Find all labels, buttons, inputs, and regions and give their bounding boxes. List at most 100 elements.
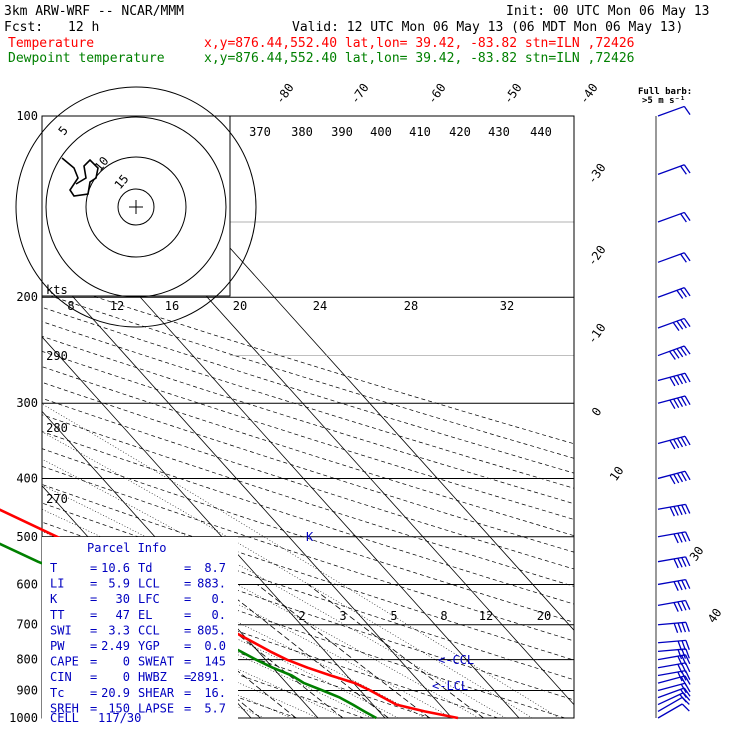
wind-barb-flag <box>681 532 687 542</box>
parcel-equals: = <box>90 655 97 669</box>
mixing-ratio-line <box>307 584 484 719</box>
wind-barb-flag <box>673 623 679 633</box>
hodograph-scale-label: 12 <box>110 299 124 313</box>
wind-barb-flag <box>677 640 683 651</box>
dry-adiabat <box>42 582 432 719</box>
wind-barb-flag <box>684 470 691 481</box>
wind-barb-flag <box>683 318 691 328</box>
wind-barb-flag <box>673 602 679 612</box>
parcel-equals: = <box>184 639 191 653</box>
pressure-tick-label: 800 <box>16 653 38 667</box>
isotherm-tick-label: 10 <box>607 464 627 484</box>
parcel-param-label: LAPSE <box>138 701 174 715</box>
wind-barb <box>657 578 691 591</box>
parcel-param-value: 0. <box>212 592 226 606</box>
wind-barb-flag <box>669 506 675 517</box>
theta-e-label: 380 <box>291 125 313 139</box>
wind-barb-staff <box>657 654 686 661</box>
wind-barb-flag <box>680 253 687 263</box>
parcel-equals: = <box>90 639 97 653</box>
wind-barb-staff <box>657 345 685 357</box>
wind-barb <box>657 252 691 263</box>
hodograph-scale-label: 32 <box>500 299 514 313</box>
wind-barb <box>657 395 691 410</box>
init-time: Init: 00 UTC Mon 06 May 13 <box>506 4 710 19</box>
theta-e-label: 440 <box>530 125 552 139</box>
wind-barb-flag <box>669 350 676 360</box>
isotherm-tick-label: -80 <box>273 81 297 107</box>
wind-barb <box>657 599 691 612</box>
wind-barb-flag <box>683 252 691 262</box>
wind-barb-flag <box>684 531 691 542</box>
lcl-marker: <-LCL <box>432 679 468 693</box>
wind-barb-staff <box>657 599 686 607</box>
dry-adiabat <box>42 448 574 623</box>
wind-barb-flag <box>683 164 691 174</box>
wind-barb-flag <box>681 649 687 659</box>
theta-label: 280 <box>46 421 68 435</box>
wind-barb-flag <box>685 622 690 632</box>
pressure-tick-label: 100 <box>16 109 38 123</box>
forecast-hour: 12 h <box>68 20 99 35</box>
wind-barb-flag <box>676 320 684 330</box>
cell-label: CELL <box>50 711 79 725</box>
wind-barb-flag <box>681 504 687 515</box>
isotherm-tick-label: -30 <box>585 161 609 187</box>
wind-barb-flag <box>677 601 683 612</box>
wind-barb-flag <box>683 345 691 355</box>
wind-barb-flag <box>677 622 683 633</box>
parcel-param-label: PW <box>50 639 65 653</box>
parcel-param-value: 5.9 <box>108 577 130 591</box>
parcel-param-value: 30 <box>116 592 130 606</box>
wind-barb-flag <box>677 557 683 568</box>
parcel-param-label: LI <box>50 577 64 591</box>
parcel-info-title: Parcel Info <box>87 541 166 555</box>
mixing-ratio-line <box>256 584 430 719</box>
wind-barb <box>657 662 691 674</box>
theta-label: 270 <box>46 492 68 506</box>
wind-barb <box>657 287 691 299</box>
temperature-legend-label: Temperature <box>8 36 94 51</box>
theta-e-label: 410 <box>409 125 431 139</box>
wind-barb <box>657 435 691 450</box>
parcel-equals: = <box>90 686 97 700</box>
hodograph-ring <box>85 156 187 258</box>
hodograph-scale-label: 20 <box>233 299 247 313</box>
wind-barb-staff <box>657 105 685 117</box>
parcel-param-value: 2.49 <box>101 639 130 653</box>
wind-barb-flag <box>684 435 691 446</box>
dewpoint-legend-label: Dewpoint temperature <box>8 51 165 66</box>
parcel-param-label: CAPE <box>50 655 79 669</box>
wind-barb-flag <box>684 600 691 610</box>
wind-barb-staff <box>657 703 683 719</box>
isotherm-tick-label: 0 <box>589 405 605 419</box>
wind-barb-staff <box>657 687 685 699</box>
wind-barb-flag <box>672 349 680 359</box>
wind-barb <box>657 211 691 223</box>
wind-barb-flag <box>680 683 687 694</box>
model-title: 3km ARW-WRF -- NCAR/MMM <box>4 4 184 19</box>
parcel-param-value: 8.7 <box>204 561 226 575</box>
parcel-equals: = <box>90 701 97 715</box>
wind-barb-staff <box>657 696 683 712</box>
wind-barb-staff <box>657 164 685 175</box>
parcel-equals: = <box>90 623 97 637</box>
wind-barb-flag <box>676 437 684 448</box>
parcel-param-value: 2891. <box>190 670 226 684</box>
parcel-param-value: 16. <box>204 686 226 700</box>
parcel-equals: = <box>90 592 97 606</box>
ccl-marker: <-CCL <box>438 653 474 667</box>
parcel-equals: = <box>90 577 97 591</box>
parcel-param-value: 0 <box>123 670 130 684</box>
wind-barb-flag <box>683 287 691 297</box>
hodograph-scale-label: 8 <box>67 299 74 313</box>
wind-barb-flag <box>673 398 680 409</box>
temperature-station-info: x,y=876.44,552.40 lat,lon= 39.42, -83.82… <box>204 36 634 51</box>
pressure-tick-label: 600 <box>16 577 38 591</box>
pressure-tick-label: 500 <box>16 530 38 544</box>
wind-barb-flag <box>681 655 687 665</box>
wind-barb-flag <box>673 581 679 591</box>
wind-barb-flag <box>681 703 690 712</box>
pressure-tick-label: 900 <box>16 683 38 697</box>
theta-label: 290 <box>46 349 68 363</box>
